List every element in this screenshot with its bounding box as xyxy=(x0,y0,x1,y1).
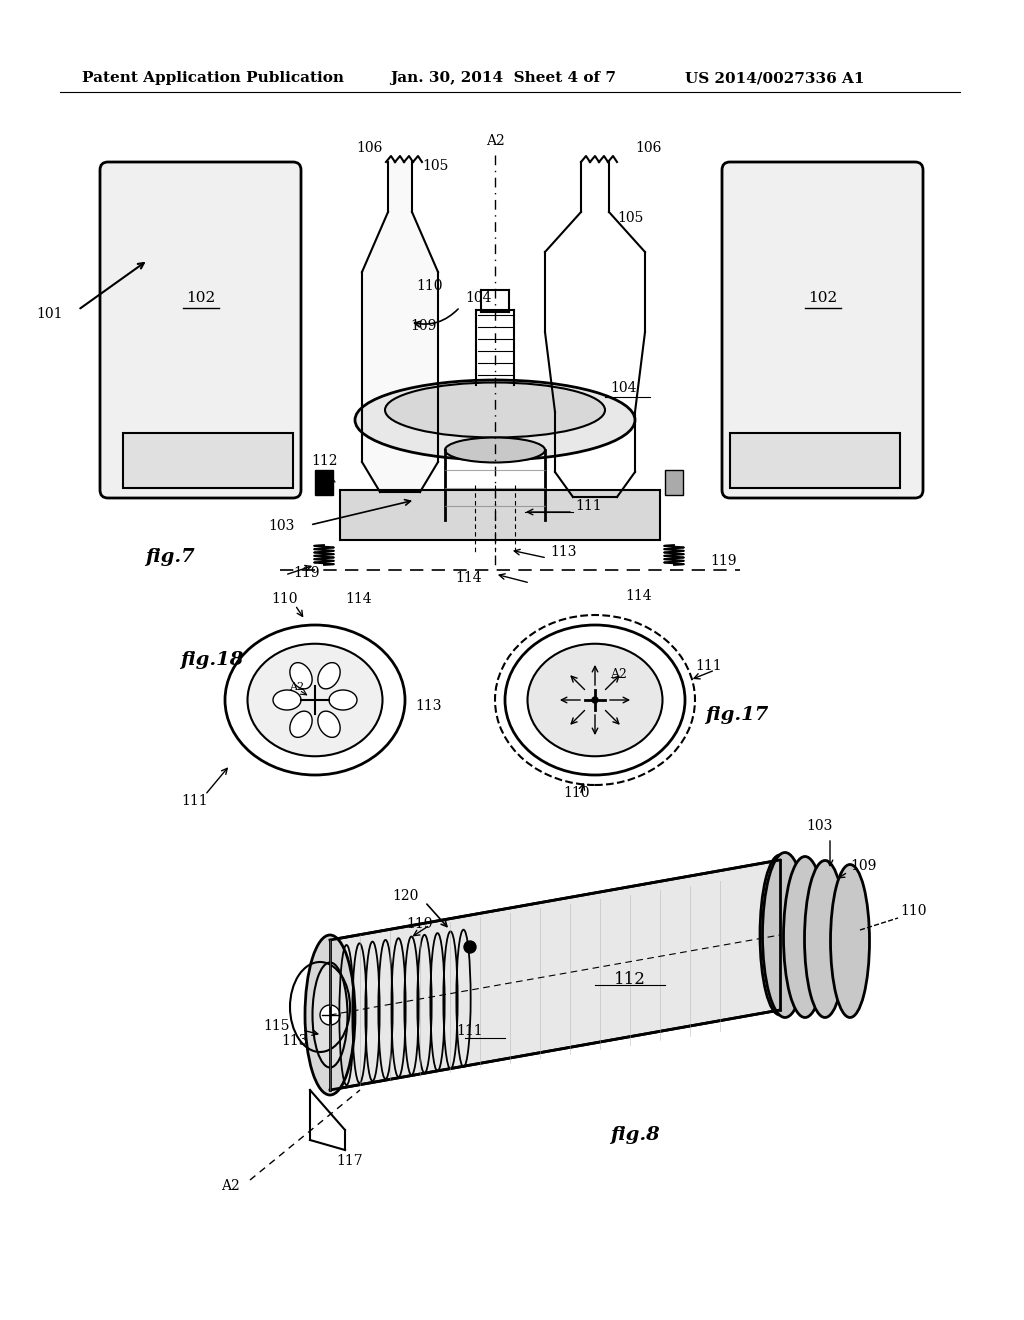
Text: 111: 111 xyxy=(695,659,722,673)
Text: 105: 105 xyxy=(617,211,643,224)
FancyBboxPatch shape xyxy=(730,433,900,488)
Text: 111: 111 xyxy=(457,1024,483,1038)
FancyBboxPatch shape xyxy=(315,470,333,495)
Text: 105: 105 xyxy=(422,158,449,173)
Ellipse shape xyxy=(763,853,808,1018)
Circle shape xyxy=(592,697,598,704)
FancyBboxPatch shape xyxy=(123,433,293,488)
Ellipse shape xyxy=(385,383,605,437)
Text: 102: 102 xyxy=(186,290,215,305)
Text: 103: 103 xyxy=(268,519,295,533)
Text: 112: 112 xyxy=(311,454,338,469)
Ellipse shape xyxy=(783,857,826,1018)
Text: 114: 114 xyxy=(455,572,481,585)
Ellipse shape xyxy=(290,711,312,738)
Ellipse shape xyxy=(830,865,869,1018)
Ellipse shape xyxy=(225,624,406,775)
Ellipse shape xyxy=(312,962,347,1068)
Text: 102: 102 xyxy=(808,290,838,305)
Text: 104: 104 xyxy=(465,290,492,305)
Ellipse shape xyxy=(290,663,312,689)
Text: 103: 103 xyxy=(807,818,834,833)
Text: 101: 101 xyxy=(37,308,63,321)
Text: 115: 115 xyxy=(263,1019,290,1034)
PathPatch shape xyxy=(330,861,780,1090)
Text: 110: 110 xyxy=(900,904,927,917)
Text: 104: 104 xyxy=(610,381,637,395)
Text: fig.7: fig.7 xyxy=(145,548,195,566)
Text: 114: 114 xyxy=(625,589,651,603)
Text: 113: 113 xyxy=(550,545,577,558)
Ellipse shape xyxy=(760,855,800,1015)
Text: Jan. 30, 2014  Sheet 4 of 7: Jan. 30, 2014 Sheet 4 of 7 xyxy=(390,71,616,84)
Text: A2: A2 xyxy=(610,668,627,681)
FancyBboxPatch shape xyxy=(665,470,683,495)
Ellipse shape xyxy=(505,624,685,775)
Ellipse shape xyxy=(527,644,663,756)
Ellipse shape xyxy=(445,437,545,462)
Text: 114: 114 xyxy=(345,591,372,606)
Ellipse shape xyxy=(248,644,383,756)
Circle shape xyxy=(319,1005,340,1026)
Text: 113: 113 xyxy=(282,1034,308,1048)
Text: 119: 119 xyxy=(407,917,433,931)
FancyBboxPatch shape xyxy=(722,162,923,498)
Text: 110: 110 xyxy=(271,591,298,606)
Ellipse shape xyxy=(305,935,355,1096)
Text: 110: 110 xyxy=(417,279,443,293)
Text: 106: 106 xyxy=(356,141,383,154)
FancyBboxPatch shape xyxy=(100,162,301,498)
Text: 109: 109 xyxy=(411,319,437,333)
Text: Patent Application Publication: Patent Application Publication xyxy=(82,71,344,84)
PathPatch shape xyxy=(362,162,438,492)
Text: 109: 109 xyxy=(850,859,877,873)
Text: 113: 113 xyxy=(415,700,441,713)
Ellipse shape xyxy=(317,711,340,738)
Text: fig.8: fig.8 xyxy=(610,1126,659,1144)
Ellipse shape xyxy=(317,663,340,689)
Ellipse shape xyxy=(495,615,695,785)
Text: 106: 106 xyxy=(635,141,662,154)
Text: 112: 112 xyxy=(614,972,646,989)
Ellipse shape xyxy=(329,690,357,710)
Text: A2: A2 xyxy=(485,135,505,148)
Text: 119: 119 xyxy=(710,554,736,568)
Text: US 2014/0027336 A1: US 2014/0027336 A1 xyxy=(685,71,864,84)
Text: 111: 111 xyxy=(181,795,208,808)
Text: 111: 111 xyxy=(575,499,602,513)
Text: A2: A2 xyxy=(290,682,304,692)
Text: 119: 119 xyxy=(294,566,319,579)
Circle shape xyxy=(464,941,476,953)
Ellipse shape xyxy=(355,380,635,459)
Ellipse shape xyxy=(805,861,846,1018)
Text: 117: 117 xyxy=(337,1154,364,1168)
Ellipse shape xyxy=(273,690,301,710)
FancyBboxPatch shape xyxy=(340,490,660,540)
Text: 110: 110 xyxy=(564,785,590,800)
Text: fig.18: fig.18 xyxy=(180,651,244,669)
Text: A2: A2 xyxy=(220,1179,240,1193)
Text: fig.17: fig.17 xyxy=(705,706,768,723)
Text: 120: 120 xyxy=(392,888,418,903)
